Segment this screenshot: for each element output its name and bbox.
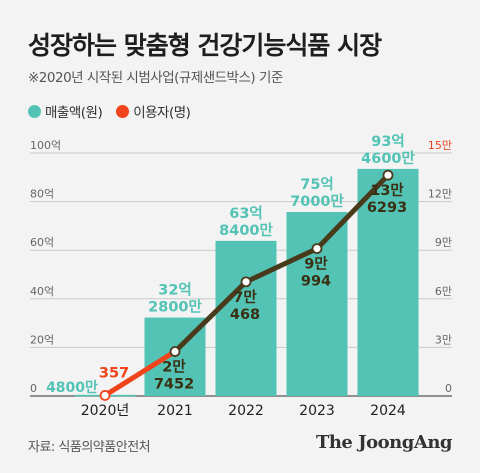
bar — [215, 240, 277, 396]
page-title: 성장하는 맞춤형 건강기능식품 시장 — [28, 31, 382, 60]
user-point — [169, 346, 181, 357]
chart-legend: 매출액(원) 이용자(명) — [28, 101, 204, 121]
right-tick-label: 9만 — [435, 236, 452, 249]
user-line — [173, 173, 390, 354]
x-tick-label: 2021 — [157, 403, 193, 419]
right-tick-label: 12만 — [428, 188, 452, 201]
line-value-label: 468 — [230, 307, 260, 323]
left-tick-label: 40억 — [30, 285, 54, 298]
x-tick-label: 2022 — [228, 403, 264, 419]
left-tick-label: 60억 — [30, 236, 54, 249]
legend-label-sales: 매출액(원) — [45, 105, 103, 121]
line-value-label: 6293 — [367, 200, 407, 216]
legend-swatch-sales — [28, 104, 41, 118]
bar — [357, 168, 419, 396]
bar-value-label: 32억 — [158, 281, 192, 299]
bar-value-label: 4600만 — [361, 150, 415, 167]
line-value-label: 7만 — [233, 289, 257, 306]
bar-value-label: 93억 — [371, 132, 405, 150]
bar-value-label: 8400만 — [219, 222, 273, 239]
legend-item-sales: 매출액(원) — [28, 101, 103, 121]
bar-value-label: 7000만 — [290, 193, 344, 210]
line-value-label: 2만 — [162, 359, 186, 376]
bar-value-label: 63억 — [229, 204, 263, 222]
user-point — [311, 243, 323, 254]
chart-subtitle: ※2020년 시작된 시범사업(규제샌드박스) 기준 — [28, 70, 283, 86]
x-tick-label: 2023 — [299, 403, 335, 419]
user-line-segment — [102, 349, 178, 398]
line-value-label: 357 — [99, 365, 129, 381]
right-tick-label: 6만 — [435, 285, 452, 298]
legend-swatch-users — [116, 104, 130, 118]
right-tick-label: 15만 — [428, 139, 452, 152]
user-point — [382, 169, 394, 181]
left-tick-label: 100억 — [30, 139, 61, 152]
line-value-label: 13만 — [370, 182, 404, 199]
x-tick-label: 2020년 — [81, 403, 130, 419]
legend-label-users: 이용자(명) — [133, 105, 191, 121]
left-tick-label: 0 — [30, 382, 37, 395]
bar-value-label: 2800만 — [148, 299, 202, 316]
line-value-label: 7452 — [154, 377, 194, 393]
user-point — [99, 390, 111, 401]
bar — [286, 212, 348, 396]
line-value-label: 9만 — [304, 256, 328, 273]
x-tick-label: 2024 — [370, 403, 406, 419]
source-note: 자료: 식품의약품안전처 — [28, 440, 151, 455]
user-point — [240, 276, 252, 288]
legend-item-users: 이용자(명) — [116, 101, 191, 121]
right-tick-label: 3만 — [435, 333, 452, 346]
right-tick-label: 0 — [445, 382, 452, 395]
brand-logo: The JoongAng — [315, 432, 453, 453]
left-tick-label: 20억 — [30, 333, 54, 346]
left-tick-label: 80억 — [30, 188, 54, 201]
bar-value-label: 4800만 — [46, 380, 98, 396]
bar-value-label: 75억 — [300, 175, 334, 193]
line-value-label: 994 — [301, 274, 331, 290]
